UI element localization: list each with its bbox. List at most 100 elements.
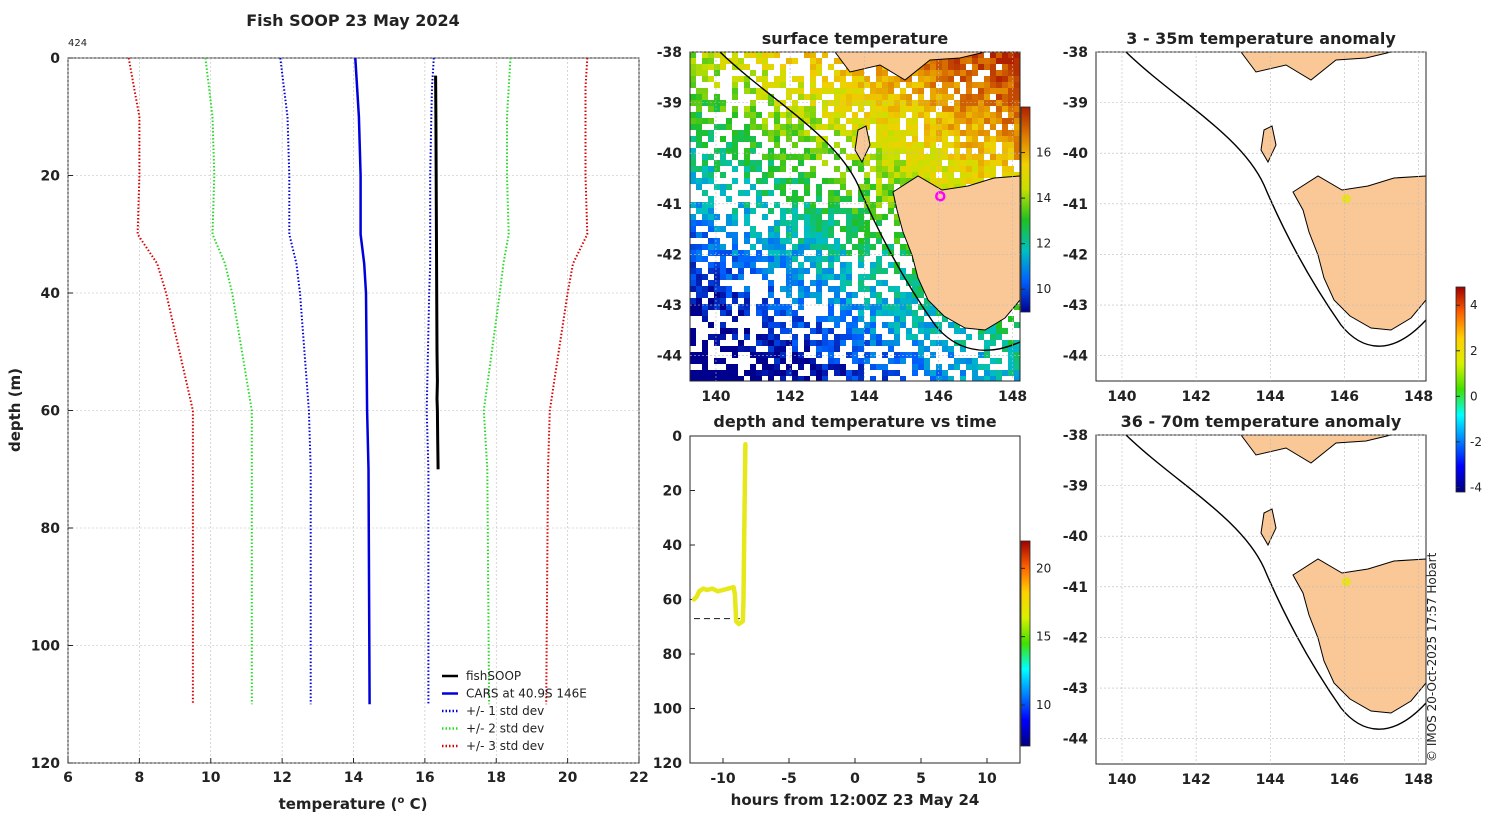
profile-ytick-label: 100 bbox=[31, 639, 60, 655]
sst-pixel bbox=[762, 298, 768, 304]
sst-pixel bbox=[708, 226, 714, 232]
sst-pixel bbox=[696, 178, 702, 184]
sst-pixel bbox=[750, 70, 756, 76]
sst-pixel bbox=[912, 88, 918, 94]
sst-pixel bbox=[918, 322, 924, 328]
sst-pixel bbox=[726, 184, 732, 190]
sst-pixel bbox=[1014, 352, 1020, 358]
sst-pixel bbox=[786, 340, 792, 346]
sst-pixel bbox=[774, 310, 780, 316]
sst-pixel bbox=[1002, 166, 1008, 172]
sst-pixel bbox=[774, 124, 780, 130]
sst-pixel bbox=[708, 76, 714, 82]
sst-pixel bbox=[948, 172, 954, 178]
sst-pixel bbox=[858, 70, 864, 76]
sst-pixel bbox=[738, 130, 744, 136]
sst-pixel bbox=[894, 178, 900, 184]
sst-pixel bbox=[786, 268, 792, 274]
sst-pixel bbox=[744, 124, 750, 130]
sst-pixel bbox=[798, 196, 804, 202]
sst-pixel bbox=[906, 334, 912, 340]
sst-pixel bbox=[882, 304, 888, 310]
sst-pixel bbox=[762, 124, 768, 130]
sst-pixel bbox=[852, 100, 858, 106]
sst-pixel bbox=[882, 184, 888, 190]
sst-pixel bbox=[786, 124, 792, 130]
sst-pixel bbox=[834, 274, 840, 280]
sst-pixel bbox=[870, 376, 876, 381]
sst-pixel bbox=[696, 202, 702, 208]
sst-pixel bbox=[984, 376, 990, 381]
depth-time-axes-box bbox=[689, 435, 1021, 764]
sst-pixel bbox=[816, 292, 822, 298]
profile-ylabel: depth (m) bbox=[6, 368, 24, 452]
sst-pixel bbox=[768, 52, 774, 58]
anomaly-shallow-ytick-label: -42 bbox=[1063, 247, 1088, 263]
sst-pixel bbox=[912, 166, 918, 172]
sst-pixel bbox=[696, 304, 702, 310]
sst-pixel bbox=[828, 298, 834, 304]
sst-pixel bbox=[972, 112, 978, 118]
sst-pixel bbox=[822, 244, 828, 250]
sst-pixel bbox=[846, 304, 852, 310]
sst-pixel bbox=[690, 274, 696, 280]
sst-pixel bbox=[960, 172, 966, 178]
sst-pixel bbox=[930, 148, 936, 154]
sst-pixel bbox=[714, 238, 720, 244]
sst-pixel bbox=[774, 304, 780, 310]
sst-pixel bbox=[840, 244, 846, 250]
sst-pixel bbox=[966, 358, 972, 364]
sst-pixel bbox=[714, 226, 720, 232]
sst-pixel bbox=[1002, 142, 1008, 148]
sst-pixel bbox=[774, 364, 780, 370]
sst-pixel bbox=[762, 76, 768, 82]
sst-pixel bbox=[948, 64, 954, 70]
sst-pixel bbox=[786, 262, 792, 268]
sst-pixel bbox=[984, 130, 990, 136]
sst-pixel bbox=[816, 340, 822, 346]
sst-pixel bbox=[978, 112, 984, 118]
sst-pixel bbox=[882, 364, 888, 370]
sst-pixel bbox=[846, 352, 852, 358]
sst-pixel bbox=[1002, 124, 1008, 130]
sst-pixel bbox=[888, 94, 894, 100]
sst-pixel bbox=[864, 112, 870, 118]
sst-pixel bbox=[894, 298, 900, 304]
sst-pixel bbox=[852, 82, 858, 88]
sst-pixel bbox=[972, 160, 978, 166]
sst-pixel bbox=[900, 100, 906, 106]
sst-pixel bbox=[912, 370, 918, 376]
sst-pixel bbox=[870, 292, 876, 298]
sst-pixel bbox=[690, 310, 696, 316]
sst-pixel bbox=[936, 88, 942, 94]
sst-pixel bbox=[804, 220, 810, 226]
sst-pixel bbox=[1002, 64, 1008, 70]
sst-pixel bbox=[774, 334, 780, 340]
sst-pixel bbox=[996, 58, 1002, 64]
sst-pixel bbox=[972, 70, 978, 76]
sst-pixel bbox=[720, 292, 726, 298]
sst-pixel bbox=[750, 208, 756, 214]
sst-pixel bbox=[816, 220, 822, 226]
sst-pixel bbox=[966, 166, 972, 172]
sst-pixel bbox=[918, 292, 924, 298]
sst-pixel bbox=[828, 268, 834, 274]
sst-pixel bbox=[804, 136, 810, 142]
sst-pixel bbox=[966, 94, 972, 100]
sst-pixel bbox=[816, 58, 822, 64]
sst-pixel bbox=[702, 94, 708, 100]
sst-pixel bbox=[828, 310, 834, 316]
sst-pixel bbox=[1014, 364, 1020, 370]
sst-pixel bbox=[828, 232, 834, 238]
sst-pixel bbox=[936, 322, 942, 328]
profile-ytick-label: 60 bbox=[41, 404, 61, 420]
sst-pixel bbox=[822, 334, 828, 340]
sst-pixel bbox=[744, 148, 750, 154]
sst-pixel bbox=[726, 274, 732, 280]
sst-pixel bbox=[852, 136, 858, 142]
sst-pixel bbox=[768, 292, 774, 298]
sst-pixel bbox=[876, 130, 882, 136]
sst-pixel bbox=[708, 334, 714, 340]
sst-pixel bbox=[690, 124, 696, 130]
sst-cb-tick-label: 10 bbox=[1036, 282, 1051, 296]
